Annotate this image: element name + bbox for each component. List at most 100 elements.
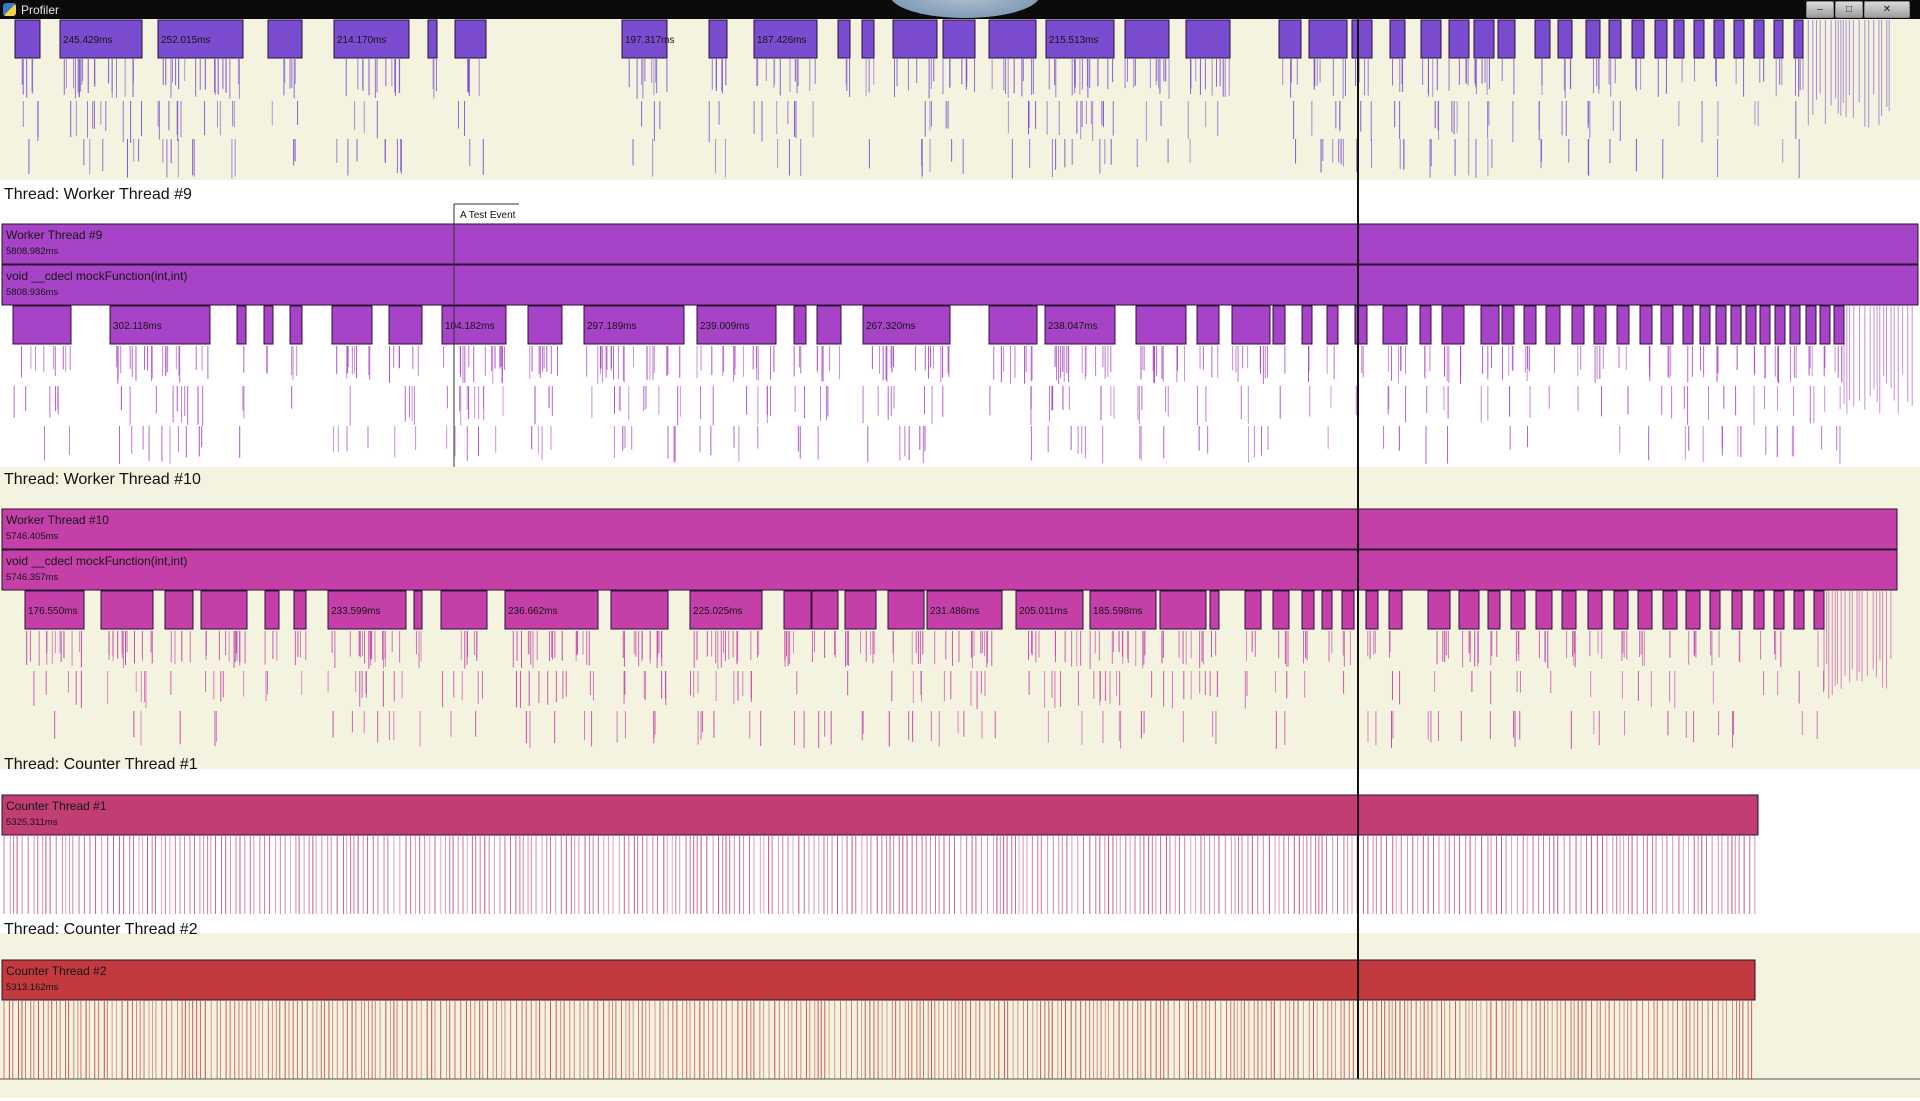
function-segment[interactable]	[1382, 305, 1408, 345]
function-segment[interactable]	[1713, 19, 1725, 59]
function-segment[interactable]	[783, 590, 812, 630]
function-segment[interactable]	[1561, 590, 1577, 630]
function-segment[interactable]	[1631, 19, 1645, 59]
function-segment[interactable]	[1709, 590, 1721, 630]
function-segment[interactable]	[1616, 305, 1630, 345]
function-segment[interactable]	[837, 19, 851, 59]
function-segment[interactable]	[1805, 305, 1817, 345]
function-segment[interactable]	[1244, 590, 1262, 630]
function-segment[interactable]	[289, 305, 303, 345]
function-segment[interactable]	[157, 19, 244, 59]
thread-bar[interactable]	[1, 264, 1919, 306]
function-segment[interactable]	[440, 590, 488, 630]
function-segment[interactable]	[1789, 305, 1801, 345]
function-segment[interactable]	[1819, 305, 1831, 345]
function-segment[interactable]	[1535, 590, 1553, 630]
function-segment[interactable]	[1545, 305, 1561, 345]
function-segment[interactable]	[1773, 590, 1785, 630]
close-button[interactable]: ✕	[1864, 1, 1910, 18]
function-segment[interactable]	[1662, 590, 1678, 630]
function-segment[interactable]	[1351, 19, 1373, 59]
thread-bar[interactable]	[1, 959, 1756, 1001]
function-segment[interactable]	[1015, 590, 1084, 630]
function-segment[interactable]	[1793, 19, 1804, 59]
function-segment[interactable]	[333, 19, 410, 59]
function-segment[interactable]	[427, 19, 438, 59]
function-segment[interactable]	[1365, 590, 1379, 630]
function-segment[interactable]	[793, 305, 807, 345]
function-segment[interactable]	[1420, 19, 1442, 59]
function-segment[interactable]	[327, 590, 407, 630]
function-segment[interactable]	[583, 305, 685, 345]
function-segment[interactable]	[12, 305, 72, 345]
event-label[interactable]: A Test Event	[460, 210, 516, 221]
function-segment[interactable]	[1301, 590, 1315, 630]
function-segment[interactable]	[1135, 305, 1187, 345]
function-segment[interactable]	[926, 590, 1003, 630]
function-segment[interactable]	[1773, 19, 1784, 59]
function-segment[interactable]	[708, 19, 728, 59]
function-segment[interactable]	[1774, 305, 1786, 345]
function-segment[interactable]	[1185, 19, 1231, 59]
function-segment[interactable]	[200, 590, 248, 630]
function-segment[interactable]	[267, 19, 303, 59]
function-segment[interactable]	[1660, 305, 1674, 345]
function-segment[interactable]	[1501, 305, 1515, 345]
function-segment[interactable]	[1441, 305, 1465, 345]
function-segment[interactable]	[1124, 19, 1170, 59]
function-segment[interactable]	[621, 19, 668, 59]
function-segment[interactable]	[1044, 305, 1116, 345]
function-segment[interactable]	[413, 590, 423, 630]
function-segment[interactable]	[1753, 590, 1765, 630]
function-segment[interactable]	[1733, 19, 1745, 59]
function-segment[interactable]	[1730, 305, 1742, 345]
function-segment[interactable]	[689, 590, 763, 630]
function-segment[interactable]	[844, 590, 877, 630]
function-segment[interactable]	[1301, 305, 1313, 345]
function-segment[interactable]	[1685, 590, 1701, 630]
function-segment[interactable]	[236, 305, 247, 345]
function-segment[interactable]	[1473, 19, 1495, 59]
function-segment[interactable]	[1593, 305, 1607, 345]
function-segment[interactable]	[1753, 19, 1765, 59]
function-segment[interactable]	[100, 590, 154, 630]
function-segment[interactable]	[610, 590, 669, 630]
function-segment[interactable]	[1045, 19, 1115, 59]
thread-bar[interactable]	[1, 794, 1759, 836]
function-segment[interactable]	[1497, 19, 1516, 59]
function-segment[interactable]	[1196, 305, 1220, 345]
function-segment[interactable]	[24, 590, 85, 630]
function-segment[interactable]	[1231, 305, 1271, 345]
function-segment[interactable]	[1389, 19, 1406, 59]
function-segment[interactable]	[1731, 590, 1743, 630]
function-segment[interactable]	[263, 305, 274, 345]
thread-bar[interactable]	[1, 508, 1898, 550]
function-segment[interactable]	[1682, 305, 1694, 345]
function-segment[interactable]	[1673, 19, 1685, 59]
function-segment[interactable]	[1654, 19, 1668, 59]
function-segment[interactable]	[1321, 590, 1333, 630]
function-segment[interactable]	[1326, 305, 1339, 345]
function-segment[interactable]	[1448, 19, 1470, 59]
function-segment[interactable]	[1693, 19, 1705, 59]
function-segment[interactable]	[1278, 19, 1302, 59]
thread-bar[interactable]	[1, 549, 1898, 591]
function-segment[interactable]	[1715, 305, 1727, 345]
function-segment[interactable]	[1608, 19, 1622, 59]
function-segment[interactable]	[1354, 305, 1368, 345]
function-segment[interactable]	[264, 590, 280, 630]
function-segment[interactable]	[388, 305, 423, 345]
function-segment[interactable]	[1458, 590, 1480, 630]
function-segment[interactable]	[862, 305, 951, 345]
function-segment[interactable]	[1745, 305, 1757, 345]
function-segment[interactable]	[1427, 590, 1451, 630]
function-segment[interactable]	[1419, 305, 1432, 345]
function-segment[interactable]	[1388, 590, 1403, 630]
function-segment[interactable]	[1159, 590, 1207, 630]
function-segment[interactable]	[293, 590, 307, 630]
function-segment[interactable]	[1571, 305, 1585, 345]
maximize-button[interactable]: □	[1835, 1, 1863, 18]
function-segment[interactable]	[1523, 305, 1537, 345]
function-segment[interactable]	[1209, 590, 1220, 630]
function-segment[interactable]	[1699, 305, 1711, 345]
